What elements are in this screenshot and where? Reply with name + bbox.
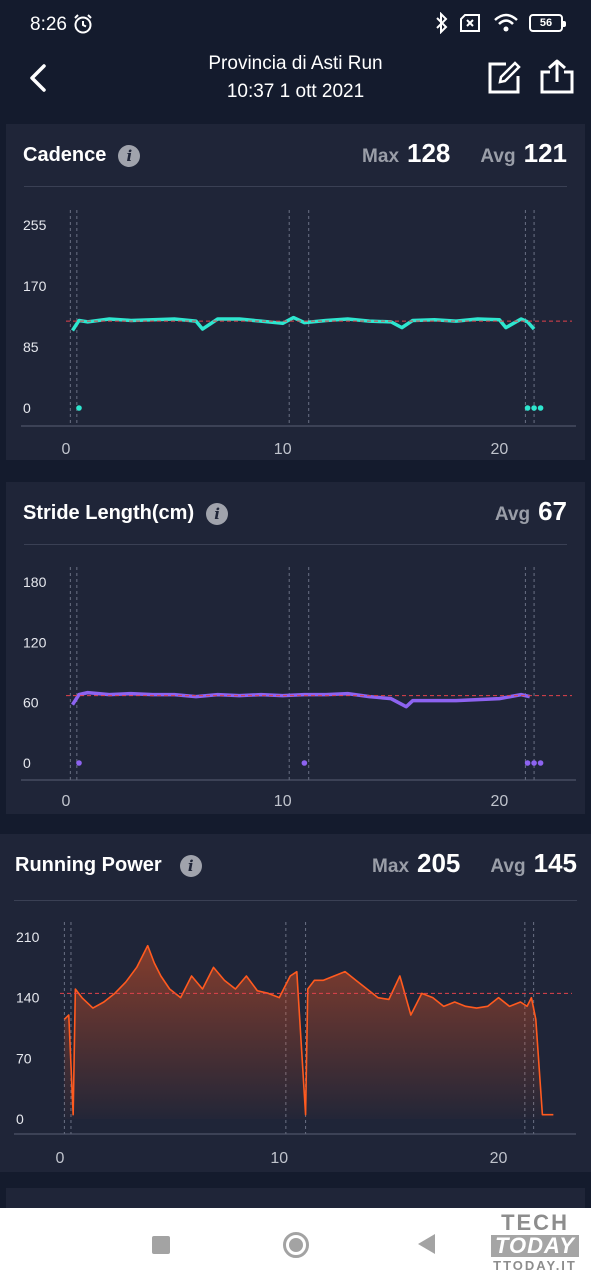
x-tick-label: 20	[490, 1150, 508, 1167]
data-point	[524, 405, 531, 411]
activity-datetime: 10:37 1 ott 2021	[226, 81, 365, 102]
watermark-line2: TODAY	[491, 1235, 579, 1257]
cadence-max-label: Max	[362, 146, 400, 167]
share-icon[interactable]	[538, 58, 576, 96]
power-max-label: Max	[372, 856, 410, 877]
data-point	[76, 760, 82, 766]
cadence-info-icon[interactable]: i	[118, 144, 141, 167]
cadence-title: Cadence	[23, 144, 107, 166]
y-tick-label: 85	[23, 339, 39, 355]
stride-card: Stride Length(cm) i Avg 67 180 120 60 0 0 10 2…	[6, 482, 585, 814]
app-header: Provincia di Asti Run 10:37 1 ott 2021	[0, 50, 591, 120]
y-tick-label: 170	[23, 278, 47, 294]
stride-avg-label: Avg	[494, 504, 531, 525]
watermark-logo: TECH TODAY TTODAY.IT	[491, 1212, 579, 1272]
data-point	[524, 760, 531, 766]
x-tick-label: 10	[270, 1150, 288, 1167]
stride-title: Stride Length(cm)	[23, 502, 195, 524]
power-card: Running Power i Max 205 Avg 145 210 140 70…	[0, 834, 591, 1172]
y-tick-label: 120	[23, 634, 47, 650]
stride-info-icon[interactable]: i	[206, 502, 229, 525]
back-button[interactable]	[418, 1234, 435, 1254]
data-point	[531, 760, 537, 766]
recent-apps-button[interactable]	[152, 1236, 170, 1254]
divider	[24, 544, 567, 545]
stride-chart: 180 120 60 0 0 10 20	[21, 567, 576, 810]
power-title: Running Power	[15, 854, 162, 876]
bluetooth-icon	[436, 12, 448, 34]
alarm-icon	[74, 14, 92, 34]
x-tick-label: 10	[274, 441, 292, 458]
x-tick-label: 20	[491, 441, 509, 458]
power-info-icon[interactable]: i	[179, 854, 202, 877]
x-tick-label: 0	[62, 441, 71, 458]
power-series-line	[63, 944, 554, 1116]
battery-icon: 56	[529, 14, 566, 32]
y-tick-label: 70	[16, 1050, 32, 1066]
data-point	[531, 405, 537, 411]
divider	[24, 186, 567, 187]
data-point	[76, 405, 82, 411]
cadence-card: Cadence i Max 128 Avg 121 255 170 85 0 0 10 20	[6, 124, 585, 460]
divider	[14, 900, 577, 901]
power-chart: 210 140 70 0 0 10 20	[14, 922, 576, 1167]
y-tick-label: 0	[23, 755, 31, 771]
stride-avg-value: 67	[538, 496, 567, 526]
cadence-avg-label: Avg	[480, 146, 516, 167]
y-tick-label: 0	[23, 400, 31, 416]
watermark-line3: TTODAY.IT	[493, 1258, 577, 1273]
back-arrow-icon[interactable]	[24, 62, 56, 94]
stride-series-line	[71, 690, 531, 709]
y-tick-label: 180	[23, 574, 47, 590]
activity-title: Provincia di Asti Run	[208, 53, 383, 74]
wifi-icon	[494, 13, 518, 32]
system-nav-bar: TECH TODAY TTODAY.IT	[0, 1208, 591, 1280]
y-tick-label: 60	[23, 695, 39, 711]
y-tick-label: 140	[16, 990, 40, 1006]
battery-level: 56	[539, 17, 553, 29]
cadence-series-line	[71, 315, 536, 332]
x-tick-label: 0	[62, 793, 71, 810]
x-tick-label: 20	[491, 793, 509, 810]
status-time: 8:26	[30, 14, 67, 35]
watermark-line1: TECH	[501, 1210, 569, 1235]
y-tick-label: 0	[16, 1111, 24, 1127]
cadence-chart: 255 170 85 0 0 10 20	[21, 210, 576, 458]
y-tick-label: 255	[23, 217, 47, 233]
data-point	[301, 760, 308, 766]
home-button[interactable]	[283, 1232, 309, 1258]
data-point	[537, 405, 544, 411]
x-tick-label: 10	[274, 793, 292, 810]
status-bar: 8:26 56	[0, 0, 591, 50]
edit-icon[interactable]	[486, 60, 522, 96]
y-tick-label: 210	[16, 929, 40, 945]
no-sim-icon	[460, 14, 480, 32]
cadence-max-value: 128	[407, 138, 451, 168]
x-tick-label: 0	[56, 1150, 65, 1167]
power-avg-value: 145	[533, 848, 577, 878]
cadence-avg-value: 121	[523, 138, 567, 168]
data-point	[537, 760, 544, 766]
power-area-fill	[64, 945, 554, 1119]
power-max-value: 205	[417, 848, 461, 878]
power-avg-label: Avg	[490, 856, 526, 877]
